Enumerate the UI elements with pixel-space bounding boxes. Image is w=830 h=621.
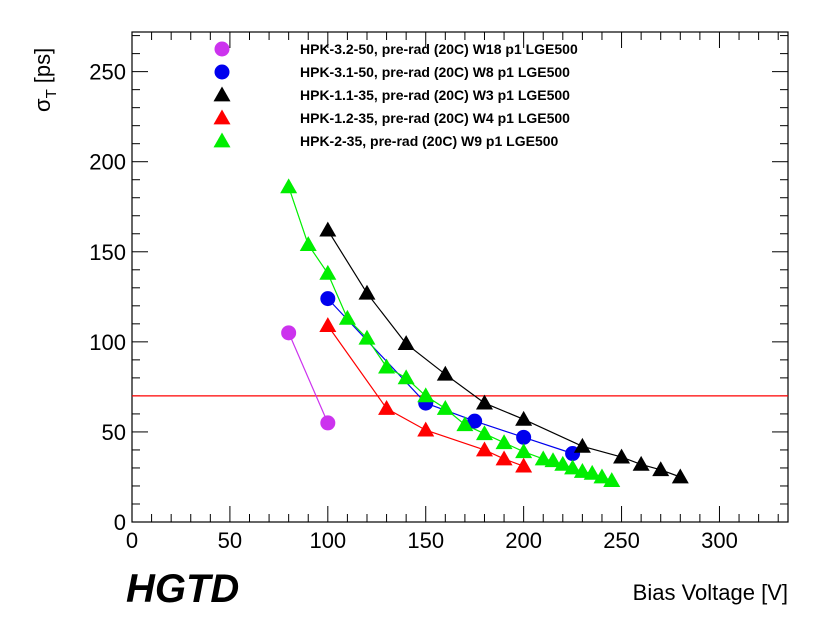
y-axis-sigma: σ <box>30 98 55 112</box>
data-point-series-4 <box>319 317 337 333</box>
data-point-series-3 <box>515 410 533 426</box>
data-point-series-5 <box>554 455 572 471</box>
data-point-series-5 <box>495 434 513 450</box>
data-point-series-5 <box>417 387 435 403</box>
data-point-series-4 <box>475 441 493 457</box>
data-point-series-2 <box>467 413 483 429</box>
legend-marker-3 <box>213 86 231 102</box>
x-tick-label: 0 <box>126 528 138 553</box>
y-axis-subscript: T <box>43 89 60 98</box>
data-point-series-5 <box>338 309 356 325</box>
series-markers <box>280 178 689 487</box>
axis-ticks <box>131 32 788 523</box>
data-point-series-5 <box>436 400 454 415</box>
legend-label-4: HPK-1.2-35, pre-rad (20C) W4 p1 LGE500 <box>300 110 570 126</box>
y-tick-label: 0 <box>114 510 126 535</box>
series-line-1 <box>288 332 329 424</box>
data-point-series-5 <box>603 472 621 487</box>
legend-label-1: HPK-3.2-50, pre-rad (20C) W18 p1 LGE500 <box>300 41 578 57</box>
x-tick-label: 300 <box>701 528 738 553</box>
data-point-series-4 <box>417 421 435 437</box>
data-point-series-5 <box>475 425 493 441</box>
legend: HPK-3.2-50, pre-rad (20C) W18 p1 LGE500 H… <box>213 41 578 149</box>
data-point-series-1 <box>281 325 297 341</box>
legend-marker-1 <box>214 41 230 57</box>
data-point-series-5 <box>319 264 337 280</box>
legend-marker-4 <box>213 109 231 125</box>
y-tick-label: 150 <box>89 240 126 265</box>
data-point-series-3 <box>652 461 670 477</box>
data-point-series-5 <box>534 450 552 466</box>
data-point-series-3 <box>475 394 493 410</box>
data-point-series-5 <box>456 416 474 432</box>
data-point-series-5 <box>299 236 317 251</box>
legend-label-3: HPK-1.1-35, pre-rad (20C) W3 p1 LGE500 <box>300 87 570 103</box>
data-point-series-3 <box>613 448 631 464</box>
y-tick-label: 100 <box>89 330 126 355</box>
data-point-series-3 <box>671 468 689 484</box>
data-point-series-3 <box>397 335 415 351</box>
y-tick-label: 250 <box>89 60 126 85</box>
y-axis-unit: [ps] <box>30 48 55 83</box>
data-point-series-2 <box>320 291 336 307</box>
x-axis-title: Bias Voltage [V] <box>633 580 788 605</box>
legend-label-5: HPK-2-35, pre-rad (20C) W9 p1 LGE500 <box>300 133 559 149</box>
data-point-series-5 <box>593 468 611 484</box>
data-point-series-4 <box>378 400 396 415</box>
x-tick-label: 200 <box>505 528 542 553</box>
x-tick-label: 150 <box>407 528 444 553</box>
x-tick-label: 100 <box>309 528 346 553</box>
data-point-series-3 <box>436 365 454 381</box>
data-point-series-4 <box>515 457 533 473</box>
y-tick-label: 200 <box>89 150 126 175</box>
data-point-series-5 <box>378 358 396 374</box>
data-point-series-2 <box>516 429 532 445</box>
data-point-series-5 <box>397 369 415 385</box>
experiment-label: HGTD <box>126 567 239 611</box>
data-point-series-3 <box>632 455 650 471</box>
data-point-series-5 <box>515 443 533 459</box>
data-point-series-3 <box>319 221 337 237</box>
plot-frame <box>131 31 789 523</box>
axis-tick-labels: 0 50 100 150 200 250 300 0 50 100 150 200 250 <box>89 60 738 553</box>
data-point-series-5 <box>544 452 562 468</box>
x-tick-label: 250 <box>603 528 640 553</box>
data-point-series-5 <box>564 459 582 475</box>
data-point-series-3 <box>358 284 376 300</box>
y-axis-title: σT [ps] <box>30 48 60 112</box>
legend-label-2: HPK-3.1-50, pre-rad (20C) W8 p1 LGE500 <box>300 64 570 80</box>
y-tick-label: 50 <box>102 420 126 445</box>
data-point-series-5 <box>280 178 298 194</box>
data-point-series-4 <box>495 450 513 466</box>
legend-marker-5 <box>213 132 231 148</box>
x-tick-label: 50 <box>218 528 242 553</box>
data-point-series-1 <box>320 415 336 431</box>
data-point-series-5 <box>358 329 376 345</box>
data-point-series-5 <box>573 463 591 478</box>
data-point-series-5 <box>583 464 601 480</box>
data-point-series-3 <box>573 437 591 453</box>
legend-marker-2 <box>214 64 230 80</box>
